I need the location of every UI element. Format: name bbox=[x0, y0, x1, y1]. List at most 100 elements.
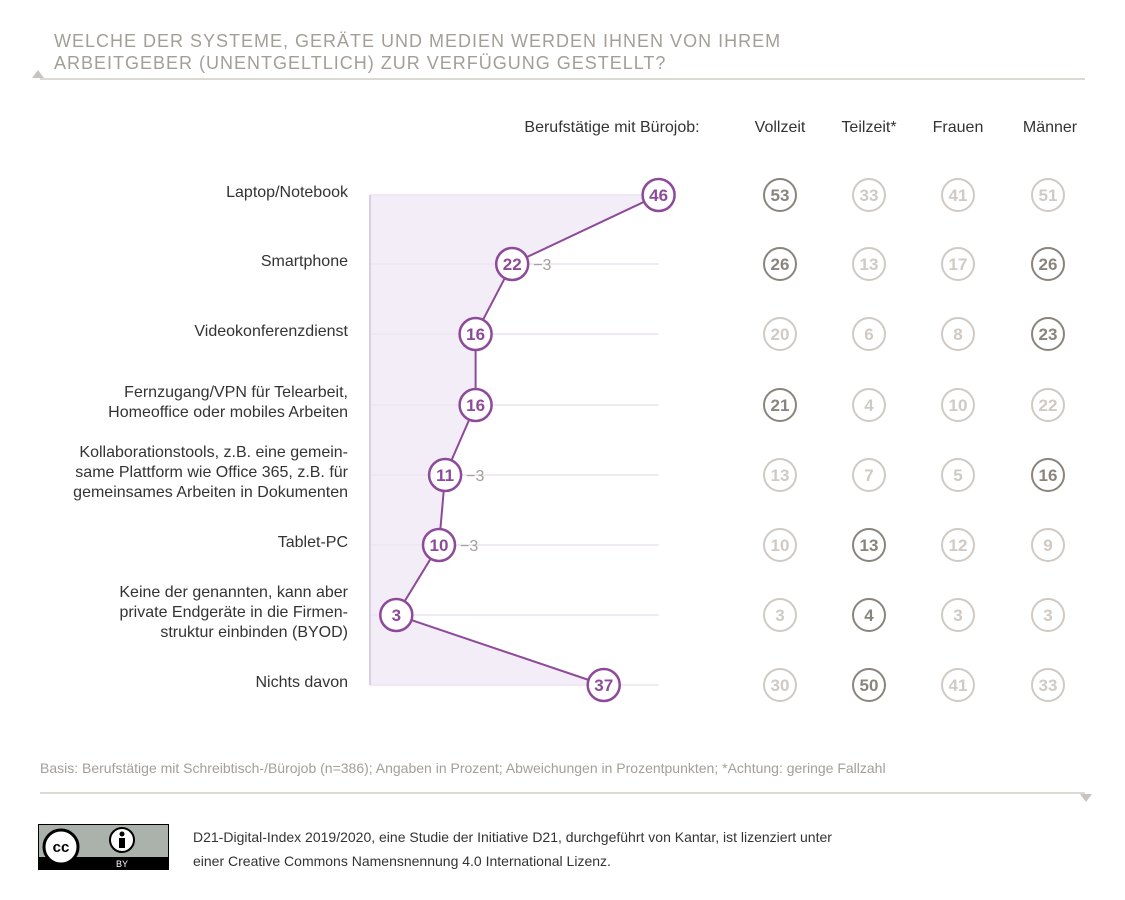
area-fill bbox=[370, 195, 659, 685]
category-label: Tablet-PC bbox=[277, 534, 348, 551]
column-point bbox=[941, 458, 975, 492]
basis-note: Basis: Berufstätige mit Schreibtisch-/Bü… bbox=[40, 760, 886, 776]
column-value-label: 13 bbox=[860, 536, 879, 555]
license-text: D21-Digital-Index 2019/2020, eine Studie… bbox=[193, 825, 832, 873]
column-value-label: 26 bbox=[771, 255, 790, 274]
title-line: ARBEITGEBER (UNENTGELTLICH) ZUR VERFÜGUN… bbox=[54, 53, 667, 73]
svg-text:cc: cc bbox=[53, 839, 70, 856]
column-point bbox=[941, 178, 975, 212]
category-label: Kollaborationstools, z.B. eine gemein- s… bbox=[73, 444, 348, 501]
column-header: Vollzeit bbox=[754, 119, 806, 136]
triangle-marker bbox=[32, 70, 44, 78]
data-point bbox=[586, 667, 621, 703]
column-point bbox=[1031, 458, 1065, 492]
data-point bbox=[458, 316, 493, 352]
column-point bbox=[763, 598, 797, 632]
column-value-label: 4 bbox=[864, 396, 874, 415]
column-point bbox=[763, 458, 797, 492]
column-point bbox=[852, 388, 886, 422]
column-value-label: 20 bbox=[771, 325, 790, 344]
column-point bbox=[852, 247, 886, 281]
data-label: 11 bbox=[436, 466, 454, 485]
data-label: 3 bbox=[392, 606, 401, 625]
column-header: Männer bbox=[1022, 119, 1078, 136]
column-value-label: 10 bbox=[771, 536, 790, 555]
column-value-label: 8 bbox=[953, 325, 962, 344]
column-value-label: 26 bbox=[1039, 255, 1058, 274]
column-point bbox=[941, 247, 975, 281]
column-value-label: 17 bbox=[949, 255, 968, 274]
column-value-label: 33 bbox=[1039, 676, 1058, 695]
column-point bbox=[1031, 317, 1065, 351]
column-point bbox=[852, 178, 886, 212]
column-point bbox=[852, 598, 886, 632]
column-value-label: 3 bbox=[775, 606, 784, 625]
chart-title: WELCHE DER SYSTEME, GERÄTE UND MEDIEN WE… bbox=[54, 30, 781, 74]
column-point bbox=[1031, 388, 1065, 422]
column-point bbox=[852, 668, 886, 702]
data-label: 22 bbox=[503, 255, 522, 274]
change-label: −3 bbox=[533, 257, 551, 274]
column-value-label: 5 bbox=[953, 466, 962, 485]
column-value-label: 23 bbox=[1039, 325, 1058, 344]
svg-text:BY: BY bbox=[116, 859, 128, 869]
column-value-label: 13 bbox=[771, 466, 790, 485]
column-value-label: 21 bbox=[771, 396, 790, 415]
data-point bbox=[379, 597, 414, 633]
column-value-label: 13 bbox=[860, 255, 879, 274]
category-label: Smartphone bbox=[260, 253, 348, 270]
column-value-label: 33 bbox=[860, 186, 879, 205]
category-label: Fernzugang/VPN für Telearbeit, Homeoffic… bbox=[108, 384, 348, 421]
column-value-label: 16 bbox=[1039, 466, 1058, 485]
data-label: 46 bbox=[649, 186, 668, 205]
column-value-label: 3 bbox=[1043, 606, 1052, 625]
column-point bbox=[941, 528, 975, 562]
cc-by-logo: cc BY bbox=[38, 824, 169, 870]
column-header: Frauen bbox=[932, 119, 984, 136]
column-point bbox=[852, 317, 886, 351]
column-value-label: 6 bbox=[864, 325, 873, 344]
column-value-label: 7 bbox=[864, 466, 873, 485]
column-value-label: 53 bbox=[771, 186, 790, 205]
data-label: 16 bbox=[466, 325, 485, 344]
column-point bbox=[941, 668, 975, 702]
data-point bbox=[458, 387, 493, 423]
column-value-label: 41 bbox=[949, 186, 968, 205]
column-value-label: 4 bbox=[864, 606, 874, 625]
data-label: 37 bbox=[594, 676, 613, 695]
category-label: Keine der genannten, kann aber private E… bbox=[119, 584, 348, 641]
column-point bbox=[852, 528, 886, 562]
data-label: 10 bbox=[430, 536, 449, 555]
column-point bbox=[1031, 178, 1065, 212]
data-point bbox=[494, 246, 530, 282]
column-value-label: 51 bbox=[1039, 186, 1058, 205]
divider bbox=[40, 792, 1085, 794]
column-point bbox=[1031, 668, 1065, 702]
main-series-header: Berufstätige mit Bürojob: bbox=[524, 119, 700, 136]
column-point bbox=[941, 317, 975, 351]
column-point bbox=[941, 388, 975, 422]
column-point bbox=[1031, 598, 1065, 632]
change-label: −3 bbox=[466, 468, 484, 485]
data-point bbox=[641, 177, 676, 213]
data-point bbox=[421, 527, 457, 563]
license-line: einer Creative Commons Namensnennung 4.0… bbox=[193, 853, 611, 869]
category-label: Nichts davon bbox=[255, 674, 349, 691]
change-label: −3 bbox=[460, 538, 478, 555]
data-label: 16 bbox=[466, 396, 485, 415]
column-point bbox=[763, 528, 797, 562]
column-point bbox=[852, 458, 886, 492]
title-line: WELCHE DER SYSTEME, GERÄTE UND MEDIEN WE… bbox=[54, 31, 782, 51]
column-point bbox=[763, 317, 797, 351]
column-value-label: 10 bbox=[949, 396, 968, 415]
column-value-label: 50 bbox=[860, 676, 879, 695]
column-point bbox=[1031, 247, 1065, 281]
column-value-label: 3 bbox=[953, 606, 962, 625]
column-point bbox=[1031, 528, 1065, 562]
category-label: Videokonferenzdienst bbox=[194, 323, 348, 340]
data-point bbox=[427, 457, 463, 493]
triangle-marker bbox=[1080, 794, 1092, 802]
column-header: Teilzeit* bbox=[841, 119, 897, 136]
